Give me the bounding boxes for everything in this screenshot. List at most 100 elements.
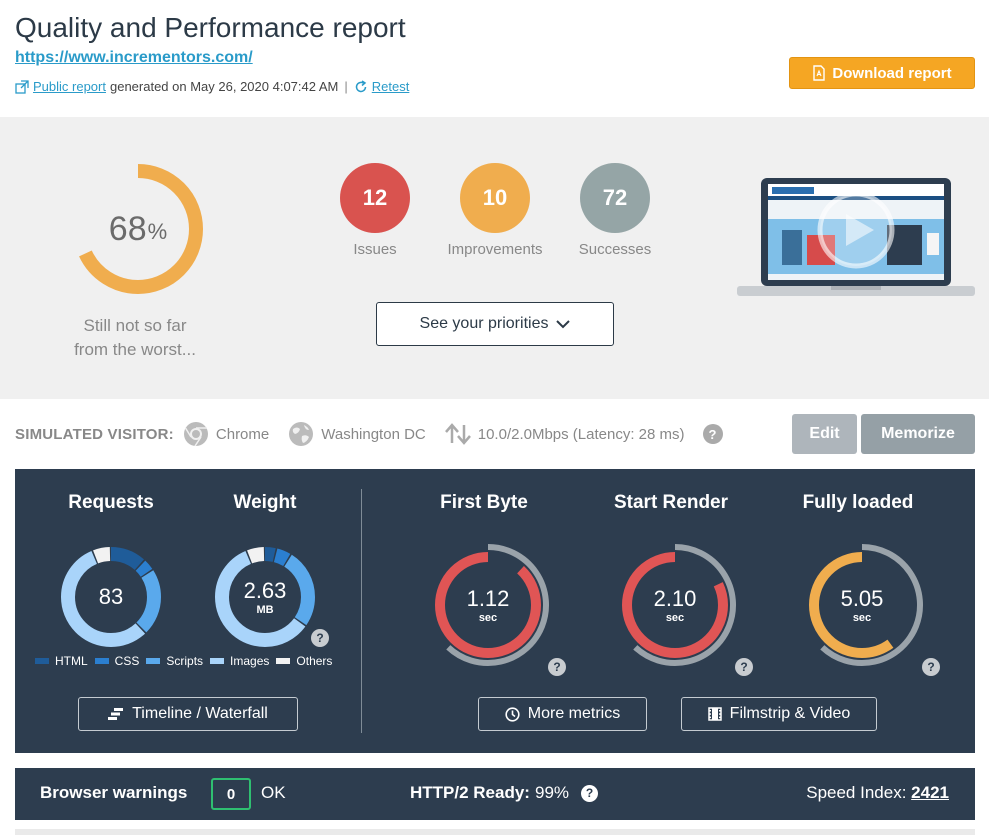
requests-title: Requests bbox=[68, 492, 154, 513]
first-byte-gauge bbox=[435, 544, 549, 666]
requests-count: 83 bbox=[98, 584, 124, 609]
connection-speed: 10.0/2.0Mbps (Latency: 28 ms) bbox=[477, 425, 685, 443]
legend-html-label: HTML bbox=[55, 654, 88, 668]
timeline-waterfall-label: Timeline / Waterfall bbox=[132, 705, 268, 722]
fully-loaded-value-box: 5.05 sec bbox=[800, 543, 924, 667]
warnings-count-badge[interactable]: 0 bbox=[211, 778, 251, 810]
score-percent-sign: % bbox=[147, 219, 168, 244]
start-render-value-box: 2.10 sec bbox=[613, 543, 737, 667]
fully-loaded-value: 5.05 bbox=[840, 586, 884, 611]
first-byte-value: 1.12 bbox=[466, 586, 510, 611]
more-metrics-button[interactable]: More metrics bbox=[478, 697, 647, 731]
speed-index-value[interactable]: 2421 bbox=[911, 783, 949, 802]
public-report-link[interactable]: Public report bbox=[33, 79, 106, 94]
browser-name: Chrome bbox=[215, 425, 270, 443]
successes-label: Successes bbox=[578, 241, 652, 258]
visitor-help-icon[interactable]: ? bbox=[702, 424, 723, 444]
first-byte-value-box: 1.12 sec bbox=[426, 543, 550, 667]
website-screenshot-thumbnail[interactable] bbox=[737, 175, 975, 301]
connection-setting: 10.0/2.0Mbps (Latency: 28 ms) bbox=[444, 423, 685, 445]
weight-segment-images bbox=[215, 547, 315, 647]
report-header: Quality and Performance report https://w… bbox=[0, 0, 989, 117]
first-byte-unit: sec bbox=[478, 612, 498, 624]
fully-loaded-gauge bbox=[809, 544, 923, 666]
retest-link[interactable]: Retest bbox=[371, 79, 410, 94]
improvements-badge[interactable]: 10 bbox=[460, 163, 530, 233]
legend-images: Images bbox=[210, 654, 269, 668]
legend-scripts: Scripts bbox=[146, 654, 203, 668]
first-byte-reference-arc bbox=[446, 544, 549, 666]
warnings-status: OK bbox=[261, 783, 286, 802]
legend-scripts-label: Scripts bbox=[166, 654, 204, 668]
weight-help-icon[interactable]: ? bbox=[311, 629, 329, 647]
see-priorities-button[interactable]: See your priorities bbox=[376, 302, 614, 346]
start-render-value: 2.10 bbox=[653, 586, 697, 611]
browser-warnings-label: Browser warnings bbox=[40, 783, 188, 802]
summary-bar: Browser warnings 0 OK HTTP/2 Ready: 99% … bbox=[15, 768, 975, 820]
legend-css-label: CSS bbox=[114, 654, 140, 668]
edit-button[interactable]: Edit bbox=[792, 414, 857, 454]
legend-html: HTML bbox=[35, 654, 88, 668]
score-caption: Still not so far from the worst... bbox=[40, 314, 230, 362]
first-byte-help-icon[interactable]: ? bbox=[548, 658, 566, 676]
page-title: Quality and Performance report bbox=[15, 12, 406, 43]
score-number: 68 bbox=[108, 209, 147, 248]
browser-setting: Chrome bbox=[182, 420, 269, 448]
start-render-value-arc bbox=[622, 552, 728, 658]
memorize-button[interactable]: Memorize bbox=[861, 414, 975, 454]
globe-icon bbox=[289, 422, 314, 446]
timeline-waterfall-button[interactable]: Timeline / Waterfall bbox=[78, 697, 298, 731]
download-report-button[interactable]: Download report bbox=[789, 57, 975, 89]
score-caption-line1: Still not so far bbox=[83, 316, 187, 335]
weight-segment-scripts bbox=[215, 547, 315, 647]
score-value: 68% bbox=[70, 161, 206, 297]
bottom-strip bbox=[15, 829, 975, 835]
weight-unit: MB bbox=[256, 604, 274, 616]
legend-css: CSS bbox=[94, 654, 140, 668]
legend-images-label: Images bbox=[230, 654, 270, 668]
fully-loaded-help-icon[interactable]: ? bbox=[922, 658, 940, 676]
report-meta: Public report generated on May 26, 2020 … bbox=[15, 79, 409, 94]
start-render-reference-arc bbox=[633, 544, 736, 666]
simulated-visitor-label: SIMULATED VISITOR: bbox=[15, 425, 174, 443]
start-render-help-icon[interactable]: ? bbox=[735, 658, 753, 676]
external-link-icon bbox=[15, 79, 29, 94]
refresh-icon bbox=[355, 79, 367, 92]
start-render-gauge bbox=[622, 544, 736, 666]
http2-label: HTTP/2 Ready: bbox=[410, 783, 530, 802]
http2-status: HTTP/2 Ready: 99% ? bbox=[410, 783, 599, 803]
see-priorities-label: See your priorities bbox=[419, 315, 549, 332]
metrics-panel: Requests Weight 83 2.63 MB ? HTML CSS Sc… bbox=[15, 469, 975, 753]
score-section: 68% Still not so far from the worst... 1… bbox=[0, 117, 989, 399]
requests-segment-html bbox=[61, 547, 161, 647]
issues-badge[interactable]: 12 bbox=[340, 163, 410, 233]
successes-badge[interactable]: 72 bbox=[580, 163, 650, 233]
first-byte-value-arc bbox=[435, 552, 541, 658]
improvements-label: Improvements bbox=[447, 241, 543, 258]
score-gauge bbox=[73, 164, 203, 294]
clock-icon bbox=[505, 706, 520, 722]
filmstrip-video-label: Filmstrip & Video bbox=[729, 705, 851, 722]
legend-images-swatch bbox=[210, 658, 225, 664]
fully-loaded-unit: sec bbox=[852, 612, 872, 624]
requests-donut-chart bbox=[61, 547, 161, 647]
weight-donut-chart bbox=[215, 547, 315, 647]
location-name: Washington DC bbox=[321, 425, 426, 443]
legend-others-swatch bbox=[276, 658, 291, 664]
start-render-title: Start Render bbox=[613, 492, 729, 513]
legend-scripts-swatch bbox=[146, 658, 161, 664]
filmstrip-video-button[interactable]: Filmstrip & Video bbox=[681, 697, 877, 731]
site-url-link[interactable]: https://www.incrementors.com/ bbox=[15, 49, 253, 66]
weight-value: 2.63 bbox=[243, 578, 287, 603]
fully-loaded-value-arc bbox=[809, 552, 915, 658]
legend-others: Others bbox=[276, 654, 332, 668]
first-byte-title: First Byte bbox=[440, 492, 528, 513]
resource-legend: HTML CSS Scripts Images Others bbox=[35, 654, 339, 668]
legend-others-label: Others bbox=[296, 654, 333, 668]
score-caption-line2: from the worst... bbox=[74, 340, 196, 359]
location-setting: Washington DC bbox=[287, 420, 426, 448]
weight-title: Weight bbox=[233, 492, 297, 513]
http2-help-icon[interactable]: ? bbox=[581, 784, 599, 802]
waterfall-icon bbox=[108, 708, 124, 720]
speed-index: Speed Index: 2421 bbox=[806, 783, 949, 803]
